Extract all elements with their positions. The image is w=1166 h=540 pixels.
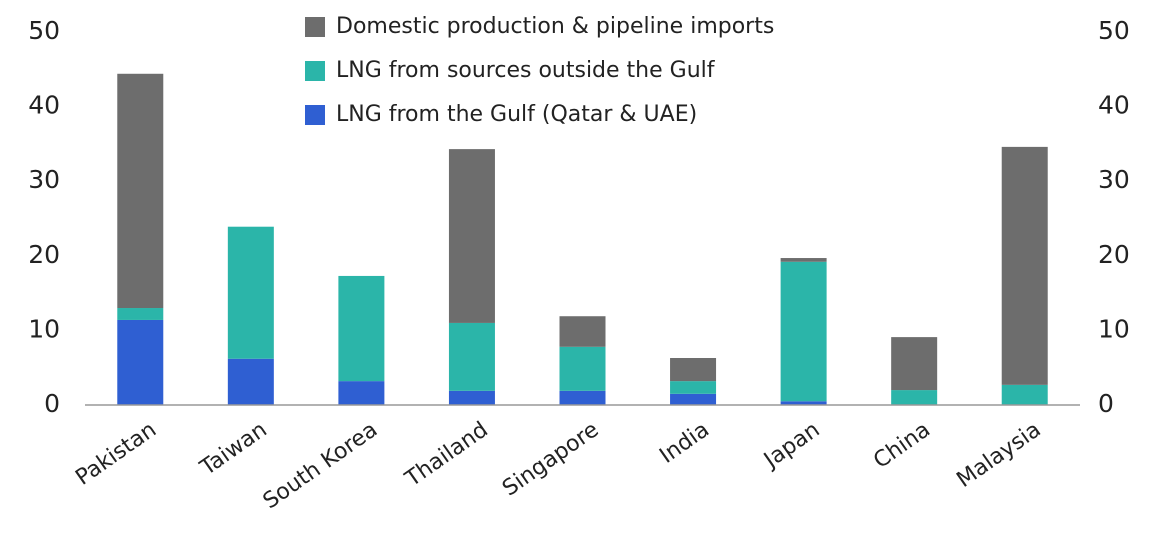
bar-segment <box>117 319 164 405</box>
bar-segment <box>1001 384 1048 405</box>
legend-swatch <box>305 17 325 37</box>
x-tick-label: South Korea <box>259 417 383 514</box>
bar-segment <box>117 308 164 320</box>
bar-segment <box>117 73 164 309</box>
bar-segment <box>227 226 274 359</box>
y-tick-label: 50 <box>28 16 60 45</box>
bar-segment <box>780 401 827 405</box>
bar-segment <box>891 337 938 391</box>
legend-swatch <box>305 105 325 125</box>
bar-segment <box>670 358 717 382</box>
y-tick-label: 10 <box>28 314 60 343</box>
y-tick-label: 40 <box>28 91 60 120</box>
x-tick-label: Taiwan <box>195 417 271 481</box>
bar-segment <box>559 390 606 405</box>
y2-tick-label: 0 <box>1098 389 1114 418</box>
x-tick-label: China <box>869 417 935 474</box>
bar-segment <box>891 390 938 405</box>
bar-segment <box>780 261 827 402</box>
y-tick-label: 0 <box>44 389 60 418</box>
legend-label: LNG from sources outside the Gulf <box>336 58 716 83</box>
y2-tick-label: 50 <box>1098 16 1130 45</box>
bar-segment <box>670 381 717 394</box>
y-tick-label: 30 <box>28 165 60 194</box>
bar-segment <box>780 258 827 262</box>
x-tick-label: Malaysia <box>953 417 1046 493</box>
bar-segment <box>227 358 274 405</box>
legend-label: Domestic production & pipeline imports <box>336 14 774 39</box>
legend-label: LNG from the Gulf (Qatar & UAE) <box>336 102 697 127</box>
x-tick-label: India <box>655 417 714 468</box>
x-tick-label: Japan <box>758 417 824 474</box>
bar-segment <box>670 393 717 405</box>
legend-swatch <box>305 61 325 81</box>
bar-segment <box>448 149 495 323</box>
bar-segment <box>1001 146 1048 385</box>
bar-segment <box>559 346 606 391</box>
y-tick-label: 20 <box>28 240 60 269</box>
bar-segment <box>448 390 495 405</box>
y2-tick-label: 40 <box>1098 91 1130 120</box>
y2-tick-label: 10 <box>1098 314 1130 343</box>
x-tick-label: Pakistan <box>71 417 161 490</box>
bar-segment <box>338 381 385 405</box>
bar-segment <box>338 275 385 382</box>
x-tick-label: Thailand <box>400 417 493 492</box>
y2-tick-label: 30 <box>1098 165 1130 194</box>
bar-segment <box>448 322 495 391</box>
x-tick-label: Singapore <box>498 417 603 501</box>
bar-segment <box>559 316 606 347</box>
y2-tick-label: 20 <box>1098 240 1130 269</box>
